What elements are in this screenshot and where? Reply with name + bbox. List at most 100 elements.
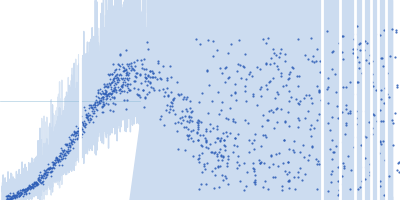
Point [288, 96, 294, 99]
Point [213, 127, 220, 131]
Point [207, 142, 214, 145]
Point [262, 179, 268, 182]
Point [65, 149, 71, 153]
Point [224, 161, 230, 164]
Point [380, 65, 386, 68]
Point [353, 25, 360, 28]
Point [40, 180, 46, 183]
Point [116, 87, 123, 90]
Point [85, 113, 92, 116]
Point [338, 50, 345, 53]
Point [246, 138, 252, 142]
Point [4, 195, 10, 198]
Point [18, 191, 25, 195]
Point [325, 102, 332, 105]
Point [101, 92, 107, 95]
Point [316, 60, 323, 63]
Point [378, 97, 384, 100]
Point [15, 192, 21, 195]
Point [100, 96, 106, 99]
Point [68, 140, 75, 143]
Point [194, 131, 201, 134]
Point [45, 163, 52, 166]
Point [98, 111, 105, 114]
Point [271, 52, 277, 55]
Point [35, 175, 42, 178]
Point [176, 93, 182, 96]
Point [52, 161, 58, 164]
Point [329, 169, 335, 172]
Point [126, 62, 132, 66]
Point [273, 108, 279, 111]
Point [278, 184, 285, 187]
Point [92, 100, 98, 104]
Point [161, 123, 168, 126]
Point [211, 186, 217, 190]
Point [23, 187, 29, 190]
Point [186, 114, 192, 118]
Point [265, 188, 271, 191]
Point [102, 93, 109, 96]
Point [258, 95, 264, 98]
Point [82, 109, 88, 112]
Point [296, 74, 302, 77]
Point [293, 98, 299, 101]
Point [16, 188, 23, 192]
Point [124, 73, 131, 76]
Point [373, 88, 379, 91]
Point [21, 190, 28, 193]
Point [364, 41, 370, 45]
Point [194, 131, 200, 134]
Point [90, 107, 96, 110]
Point [199, 92, 205, 95]
Point [381, 29, 387, 32]
Point [216, 112, 223, 115]
Point [31, 181, 37, 184]
Point [34, 183, 40, 186]
Point [164, 103, 170, 107]
Point [228, 43, 234, 46]
Point [180, 118, 186, 121]
Point [36, 178, 43, 181]
Point [83, 114, 90, 117]
Point [21, 189, 27, 192]
Point [14, 194, 20, 197]
Point [310, 55, 316, 58]
Point [221, 138, 228, 141]
Point [171, 96, 178, 99]
Point [108, 93, 114, 96]
Point [117, 88, 123, 91]
Point [249, 74, 255, 78]
Point [260, 185, 266, 189]
Point [6, 195, 12, 198]
Point [109, 80, 116, 83]
Point [312, 158, 319, 161]
Point [124, 84, 130, 87]
Point [106, 95, 112, 98]
Point [77, 125, 83, 128]
Point [220, 178, 226, 181]
Point [184, 96, 190, 99]
Point [224, 135, 230, 138]
Point [130, 61, 137, 64]
Point [394, 162, 400, 165]
Point [240, 162, 247, 165]
Point [324, 29, 330, 32]
Point [170, 109, 176, 112]
Point [196, 187, 202, 190]
Point [160, 87, 166, 90]
Point [104, 82, 110, 85]
Point [8, 197, 14, 200]
Point [148, 86, 154, 89]
Point [246, 73, 252, 76]
Point [70, 146, 76, 150]
Point [50, 164, 56, 167]
Point [375, 120, 381, 123]
Point [123, 67, 129, 70]
Point [243, 99, 249, 103]
Point [215, 164, 222, 168]
Point [123, 98, 130, 102]
Point [111, 83, 118, 87]
Point [327, 147, 334, 150]
Point [121, 98, 127, 101]
